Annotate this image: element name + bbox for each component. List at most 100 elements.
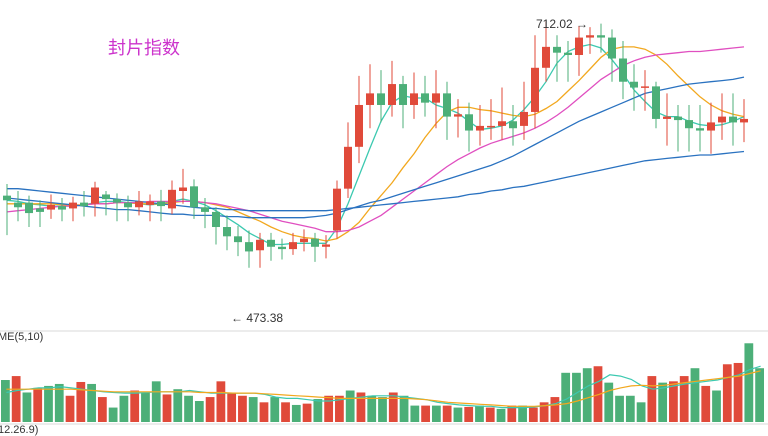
candle-body [289, 242, 297, 250]
candle-body [300, 238, 308, 243]
chart-title: 封片指数 [108, 38, 180, 59]
candle-body [564, 52, 572, 56]
volume-bar [335, 395, 344, 422]
volume-bar [636, 402, 646, 422]
volume-bar [744, 343, 754, 422]
candle-body [707, 122, 715, 131]
volume-bar [604, 382, 614, 422]
candle-body [267, 239, 275, 247]
volume-ma5-line [6, 365, 761, 409]
volume-ma10-line [6, 370, 761, 407]
candle-body [597, 35, 605, 38]
candle-body [487, 125, 495, 128]
candle-body [685, 120, 693, 129]
moving-average-line [7, 46, 745, 242]
candle-body [58, 206, 66, 210]
volume-bar [712, 390, 721, 422]
candle-body [553, 46, 561, 53]
candle-body [718, 116, 726, 123]
volume-bar [367, 395, 377, 422]
volume-bar [259, 402, 269, 422]
candle-body [366, 93, 374, 105]
volume-bar [625, 395, 635, 422]
moving-average-line [6, 76, 745, 219]
candle-body [619, 58, 627, 82]
volume-bar [485, 407, 495, 422]
volume-bar [615, 395, 624, 422]
volume-bar [421, 405, 430, 422]
candle-body [443, 93, 451, 117]
candle-body [80, 202, 88, 207]
candle-body [608, 37, 616, 59]
volume-bar [701, 385, 711, 422]
volume-bar [431, 405, 441, 422]
candle-body [47, 204, 55, 210]
volume-bar [108, 407, 118, 422]
volume-bar [528, 407, 538, 422]
candle-body [91, 187, 99, 204]
volume-bar [184, 395, 193, 422]
volume-bar [410, 405, 420, 422]
candle-body [223, 227, 231, 237]
volume-bar [550, 397, 560, 422]
volume-bar [679, 376, 689, 422]
candle-body [520, 111, 528, 126]
volume-bar [669, 381, 678, 422]
volume-bar [130, 390, 140, 422]
candle-body [190, 186, 198, 208]
candle-body [542, 46, 550, 68]
candle-body [234, 236, 242, 243]
volume-bar [399, 395, 409, 422]
volume-bar [453, 407, 463, 422]
volume-bar [281, 402, 290, 422]
candle-body [531, 67, 539, 112]
candle-body [663, 116, 671, 119]
volume-bar [65, 395, 75, 422]
volume-bar [44, 385, 53, 422]
candle-body [113, 199, 121, 203]
candle-body [421, 93, 429, 103]
candle-body [476, 125, 484, 131]
volume-bar [755, 368, 764, 422]
volume-bar [313, 399, 323, 422]
candle-body [69, 202, 77, 209]
candle-body [102, 194, 110, 200]
candle-body [168, 189, 176, 209]
volume-bar [442, 405, 452, 422]
candle-body [245, 242, 253, 252]
candle-body [201, 207, 209, 212]
volume-bar [97, 397, 107, 422]
moving-average-line [6, 43, 745, 246]
candle-body [630, 81, 638, 88]
candle-body [377, 93, 385, 105]
candle-body [498, 121, 506, 126]
volume-bar [561, 372, 571, 422]
candle-body [740, 118, 748, 123]
candle-body [256, 239, 264, 251]
volume-bar [119, 395, 129, 422]
candle-body [432, 93, 440, 103]
candle-body [135, 201, 143, 208]
volume-bar [238, 395, 247, 422]
moving-average-line [7, 150, 745, 212]
volume-bar [248, 397, 258, 422]
volume-bar [733, 362, 743, 422]
volume-indicator-label: ME(5,10) [0, 331, 44, 343]
volume-bar [216, 381, 226, 422]
candle-body [575, 37, 583, 56]
candle-body [311, 238, 319, 247]
candle-body [146, 201, 154, 205]
candle-body [729, 116, 737, 123]
volume-bar [173, 389, 183, 422]
volume-bar [22, 392, 32, 422]
volume-bar [227, 392, 237, 422]
volume-bar [572, 372, 581, 422]
bottom-indicator-label: 12.26.9) [0, 424, 39, 436]
candle-body [652, 86, 660, 119]
volume-bar [33, 387, 43, 422]
volume-bar [658, 382, 668, 422]
volume-bar [388, 392, 398, 422]
volume-bar [647, 376, 657, 422]
volume-bar [302, 403, 312, 422]
candle-body [36, 208, 44, 212]
